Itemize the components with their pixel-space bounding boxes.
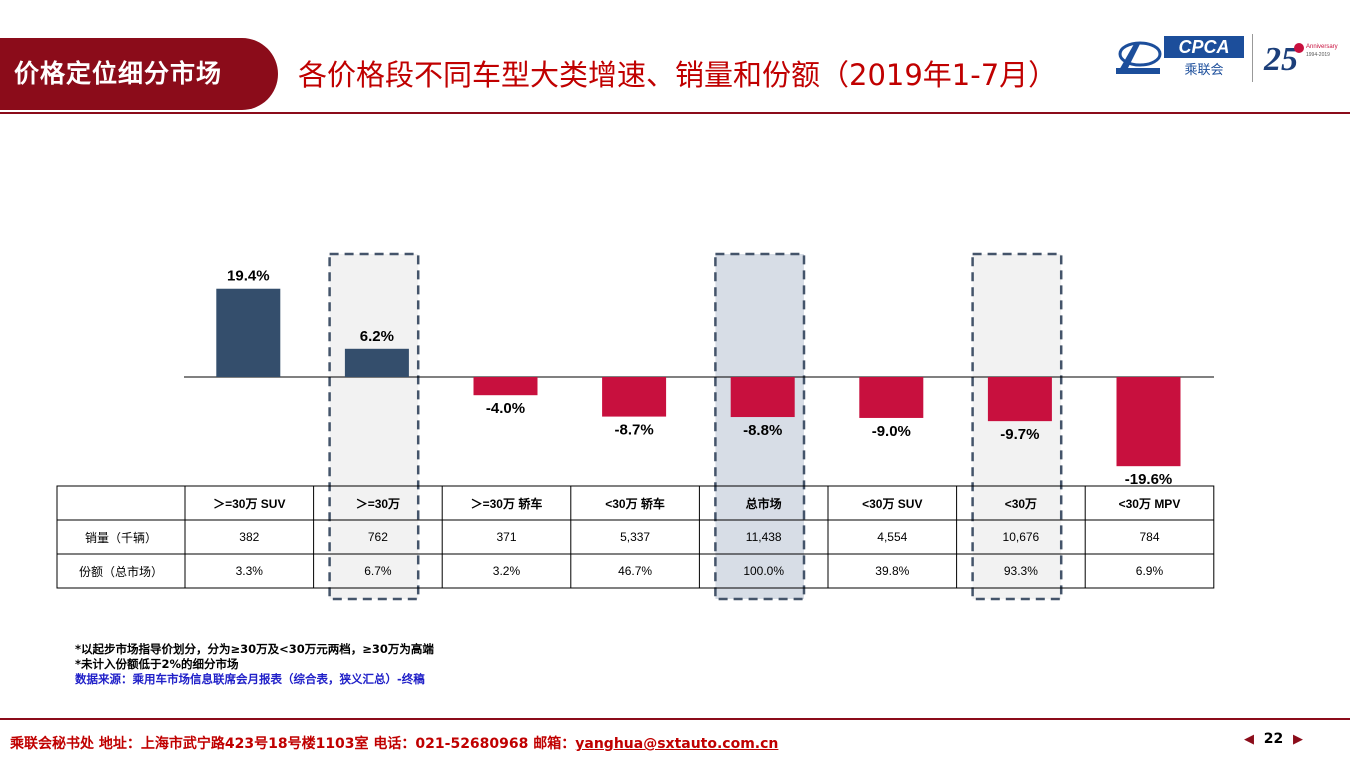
table-border xyxy=(56,485,1215,589)
bar xyxy=(730,377,795,418)
tick-label: <30万 MPV xyxy=(1118,496,1181,511)
bar xyxy=(473,377,538,396)
footer-divider xyxy=(0,718,1350,720)
footer-contact: 乘联会秘书处 地址：上海市武宁路423号18号楼1103室 电话：021-526… xyxy=(10,733,778,753)
data-source: 数据来源：乘用车市场信息联席会月报表（综合表，狭义汇总）-终稿 xyxy=(75,672,425,686)
cada-logo xyxy=(1116,41,1162,74)
data-label: -8.7% xyxy=(615,422,654,439)
bar xyxy=(987,377,1052,422)
svg-text:25: 25 xyxy=(1263,41,1298,78)
table-cell: 784 xyxy=(1139,530,1160,544)
anniversary-logo-years: 1994-2019 xyxy=(1306,52,1330,58)
data-label: -9.7% xyxy=(1000,426,1039,443)
highlight-box xyxy=(971,252,1063,601)
table-row-header: 销量（千辆） xyxy=(84,530,157,545)
highlight-box xyxy=(714,252,806,601)
tick-label: <30万 xyxy=(1004,496,1038,511)
bar xyxy=(344,348,409,377)
page-title: 各价格段不同车型大类增速、销量和份额（2019年1-7月） xyxy=(298,58,1058,92)
pager: ◀ 22 ▶ xyxy=(1244,731,1303,747)
data-label: -8.8% xyxy=(743,422,782,439)
footnotes: *以起步市场指导价划分，分为≥30万及<30万元两档，≥30万为高端 *未计入份… xyxy=(75,642,434,687)
table-cell: 10,676 xyxy=(1002,530,1040,544)
tick-label: ＞=30万 xyxy=(355,496,401,511)
header-divider xyxy=(0,112,1350,114)
bar xyxy=(216,288,281,377)
section-label: 价格定位细分市场 xyxy=(14,59,223,88)
cpca-logo-text: CPCA xyxy=(1164,36,1244,58)
tick-label: <30万 SUV xyxy=(862,496,923,511)
table-cell: 46.7% xyxy=(618,564,653,578)
footnote-share-threshold: *未计入份额低于2%的细分市场 xyxy=(75,657,239,671)
section-tab xyxy=(0,38,278,110)
footnote-segment-definition: *以起步市场指导价划分，分为≥30万及<30万元两档，≥30万为高端 xyxy=(75,642,434,656)
table-row-header: 份额（总市场） xyxy=(78,564,163,579)
table-cell: 4,554 xyxy=(877,530,908,544)
data-label: 6.2% xyxy=(360,328,394,345)
anniversary-logo-text: Anniversary xyxy=(1306,44,1338,50)
table-cell: 762 xyxy=(367,530,388,544)
bar xyxy=(602,377,667,417)
table-cell: 3.2% xyxy=(492,564,521,578)
data-label: -4.0% xyxy=(486,400,525,417)
table-cell: 11,438 xyxy=(745,530,782,544)
tick-label: ＞=30万 SUV xyxy=(213,496,286,511)
table-cell: 100.0% xyxy=(743,564,785,578)
cpca-logo-subtext: 乘联会 xyxy=(1184,63,1224,78)
table-cell: 382 xyxy=(239,530,260,544)
highlight-box xyxy=(328,252,420,601)
footer-org-info: 乘联会秘书处 地址：上海市武宁路423号18号楼1103室 电话：021-526… xyxy=(10,736,576,752)
data-label: -9.0% xyxy=(872,423,911,440)
table-cell: 6.9% xyxy=(1135,564,1164,578)
table-cell: 93.3% xyxy=(1003,564,1038,578)
table-cell: 39.8% xyxy=(875,564,910,578)
bar xyxy=(859,377,924,418)
data-label: -19.6% xyxy=(1125,471,1173,488)
bar xyxy=(1116,377,1181,467)
table-cell: 3.3% xyxy=(235,564,263,578)
data-label: 19.4% xyxy=(227,268,270,285)
table-cell: 371 xyxy=(496,530,517,544)
prev-page-icon[interactable]: ◀ xyxy=(1244,732,1254,747)
table-cell: 5,337 xyxy=(620,530,651,544)
logo-divider xyxy=(1252,34,1253,82)
footer-email-link[interactable]: yanghua@sxtauto.com.cn xyxy=(575,736,779,752)
cpca-logo: CPCA 乘联会 xyxy=(1164,36,1244,78)
page-number: 22 xyxy=(1263,731,1284,747)
tick-label: ＞=30万 轿车 xyxy=(470,496,543,511)
tick-label: 总市场 xyxy=(745,496,782,511)
tick-label: <30万 轿车 xyxy=(605,496,665,511)
next-page-icon[interactable]: ▶ xyxy=(1292,732,1303,747)
table-cell: 6.7% xyxy=(364,564,392,578)
anniversary-logo: 25 Anniversary 1994-2019 xyxy=(1263,41,1338,78)
